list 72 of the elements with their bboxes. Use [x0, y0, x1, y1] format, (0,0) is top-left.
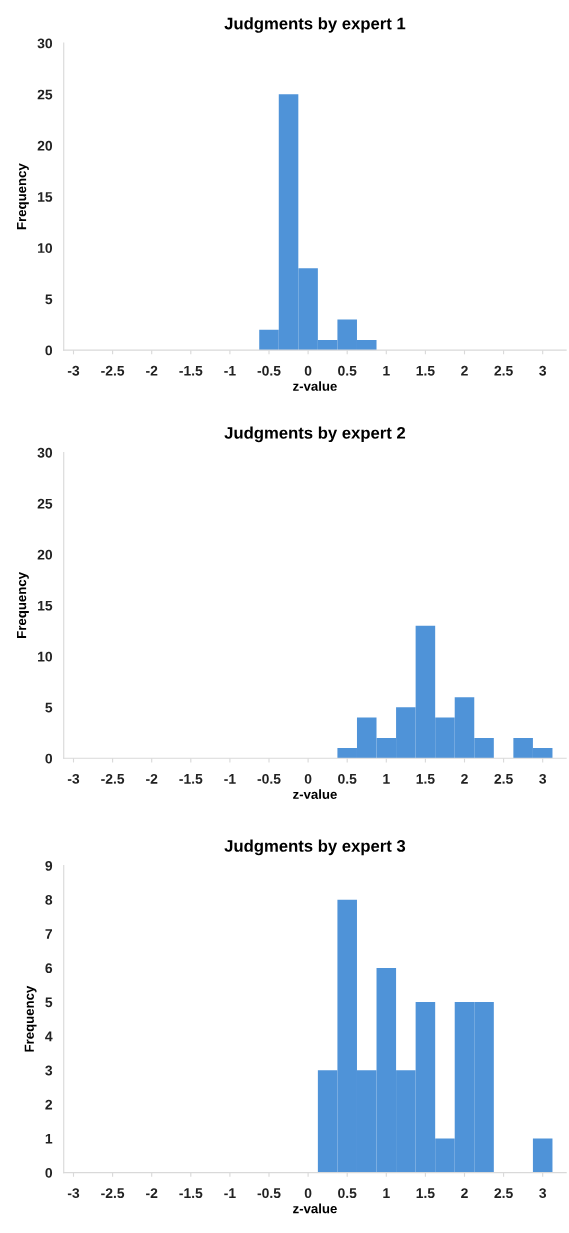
x-tick-label: 0: [304, 365, 312, 376]
y-tick-label: 30: [37, 38, 53, 49]
x-tick-label: 2: [461, 773, 468, 784]
chart-title: Judgments by expert 1: [224, 17, 406, 33]
x-tick-label: 2.5: [494, 365, 513, 376]
x-tick-label: -1: [224, 774, 236, 784]
x-tick-label: 0: [304, 1188, 312, 1199]
x-tick-label: 2.5: [494, 1188, 513, 1199]
y-axis-title: Frequency: [24, 985, 37, 1052]
y-tick-label: 0: [45, 345, 53, 356]
chart-title: Judgments by expert 3: [224, 839, 406, 856]
y-tick-label: 10: [38, 243, 53, 253]
y-tick-label: 15: [38, 600, 53, 611]
x-tick-label: -2: [146, 365, 158, 376]
chart-title: Judgments by expert 2: [224, 426, 406, 443]
x-tick-label: -2: [146, 773, 158, 784]
x-tick-label: -2.5: [101, 365, 125, 376]
x-tick-label: -1: [224, 365, 236, 376]
y-tick-label: 1: [45, 1133, 53, 1144]
y-tick-label: 20: [37, 549, 53, 560]
y-tick-label: 9: [45, 860, 53, 871]
y-tick-label: 4: [45, 1031, 53, 1042]
y-tick-label: 5: [45, 294, 53, 305]
x-axis-title: z-value: [293, 1203, 337, 1214]
x-tick-label: 1.5: [416, 1188, 435, 1199]
y-axis-title: Frequency: [17, 163, 29, 230]
x-tick-label: -0.5: [257, 773, 281, 784]
y-tick-label: 15: [38, 192, 53, 202]
x-tick-label: 2.5: [494, 773, 513, 784]
x-axis-title: z-value: [293, 789, 337, 799]
x-tick-label: 3: [539, 773, 547, 784]
x-tick-label: 1: [383, 774, 390, 784]
x-tick-label: 1: [383, 1188, 390, 1198]
x-tick-label: -0.5: [257, 365, 281, 376]
x-tick-label: -1.5: [179, 774, 203, 784]
y-tick-label: 0: [45, 753, 53, 764]
x-tick-label: 1.5: [416, 774, 435, 784]
y-tick-label: 10: [38, 651, 53, 662]
x-tick-label: -2.5: [101, 1188, 125, 1199]
x-tick-label: -3: [67, 773, 80, 784]
x-tick-label: 1: [383, 365, 390, 376]
y-tick-label: 3: [45, 1065, 53, 1076]
y-tick-label: 25: [37, 89, 53, 100]
y-tick-label: 30: [37, 447, 53, 458]
y-tick-label: 25: [37, 498, 53, 509]
x-axis-title: z-value: [293, 381, 337, 391]
x-tick-label: 0: [304, 773, 312, 784]
x-tick-label: -0.5: [257, 1188, 281, 1199]
x-tick-label: -1.5: [179, 365, 203, 376]
x-tick-label: 0.5: [338, 365, 357, 376]
y-tick-label: 7: [45, 929, 53, 939]
x-tick-label: 0.5: [338, 1188, 357, 1199]
x-tick-label: -3: [67, 365, 80, 376]
x-tick-label: 2: [461, 365, 468, 376]
y-tick-label: 2: [45, 1099, 53, 1110]
y-tick-label: 6: [45, 963, 53, 974]
x-tick-label: -2.5: [101, 773, 125, 784]
y-tick-label: 0: [45, 1167, 53, 1178]
y-tick-label: 8: [45, 895, 53, 905]
x-tick-label: -1: [224, 1188, 236, 1198]
x-tick-label: 0.5: [338, 773, 357, 784]
y-axis-title: Frequency: [17, 572, 29, 638]
x-tick-label: -1.5: [179, 1188, 203, 1199]
x-tick-label: 3: [539, 365, 547, 376]
x-tick-label: -3: [67, 1188, 80, 1199]
y-tick-label: 5: [45, 702, 53, 713]
x-tick-label: 2: [461, 1188, 468, 1198]
x-tick-label: 1.5: [416, 365, 435, 376]
y-tick-label: 5: [45, 997, 53, 1008]
x-tick-label: 3: [539, 1188, 547, 1199]
y-tick-label: 20: [37, 140, 53, 151]
x-tick-label: -2: [146, 1188, 158, 1198]
